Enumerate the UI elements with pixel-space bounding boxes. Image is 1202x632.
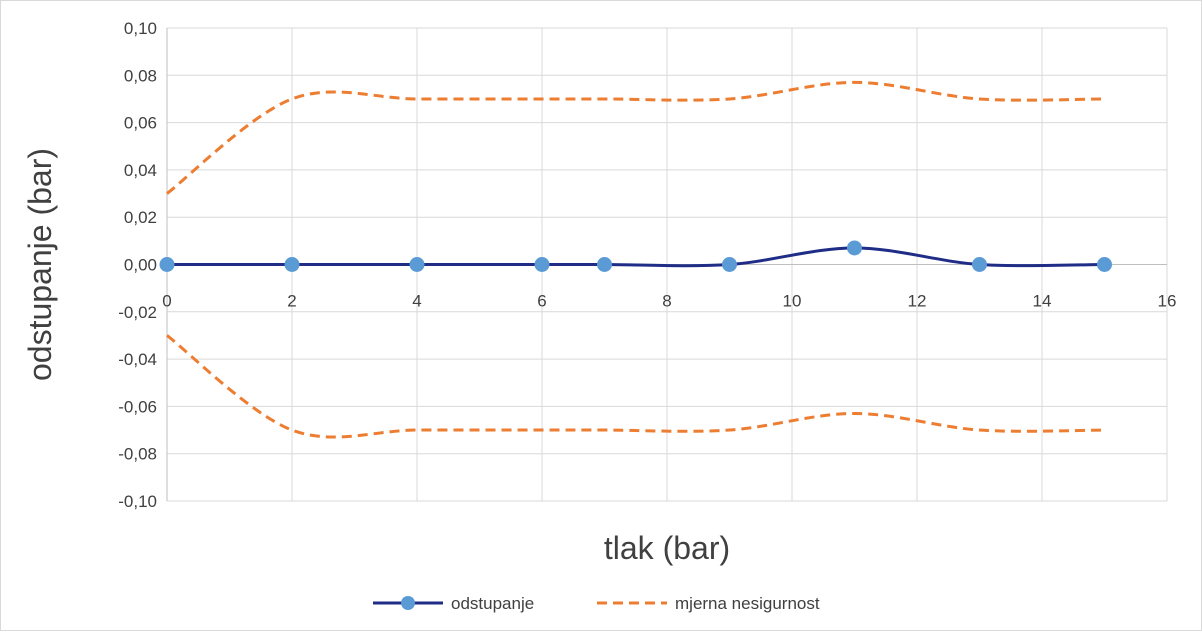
data-point-odstupanje [972, 257, 987, 272]
x-tick-label: 14 [1033, 292, 1052, 311]
x-tick-label: 6 [537, 292, 546, 311]
series-line-mjerna-nesigurnost-1 [166, 80, 1105, 195]
legend-odstupanje-label: odstupanje [451, 594, 534, 613]
x-tick-label: 4 [412, 292, 421, 311]
data-point-odstupanje [409, 257, 425, 272]
y-tick-label: -0,10 [118, 492, 157, 511]
y-tick-label: 0,04 [124, 161, 157, 180]
y-tick-label: 0,10 [124, 19, 157, 38]
data-point-odstupanje [534, 257, 550, 272]
x-tick-label: 2 [287, 292, 296, 311]
x-tick-label: 10 [783, 292, 802, 311]
y-tick-label: 0,06 [124, 114, 157, 133]
y-tick-label: 0,02 [124, 208, 157, 227]
y-axis-title: odstupanje (bar) [22, 148, 58, 381]
y-tick-label: -0,04 [118, 350, 157, 369]
series-line-mjerna-nesigurnost-2 [166, 334, 1105, 439]
x-tick-label: 16 [1158, 292, 1177, 311]
x-tick-label: 12 [908, 292, 927, 311]
x-axis-title: tlak (bar) [604, 530, 730, 566]
y-tick-label: -0,08 [118, 445, 157, 464]
x-tick-label: 0 [162, 292, 171, 311]
tick-labels: 0,10 0,08 0,06 0,04 0,02 0,00 -0,02 -0,04 -0,06 -… [118, 19, 1176, 511]
series-line-odstupanje-0 [167, 246, 1105, 268]
data-point-odstupanje [597, 257, 612, 272]
legend: odstupanje mjerna nesigurnost [373, 594, 820, 613]
series-layer [159, 80, 1112, 439]
x-tick-label: 8 [662, 292, 671, 311]
data-point-odstupanje [847, 240, 862, 256]
y-tick-label: 0,08 [124, 66, 157, 85]
y-tick-label: -0,06 [118, 397, 157, 416]
data-point-odstupanje [159, 257, 175, 272]
data-point-odstupanje [722, 257, 737, 272]
y-tick-label: -0,02 [118, 303, 157, 322]
legend-odstupanje-marker [401, 596, 415, 610]
data-point-odstupanje [284, 257, 300, 272]
legend-mjerna-nesigurnost-label: mjerna nesigurnost [675, 594, 820, 613]
data-point-odstupanje [1097, 257, 1112, 272]
y-tick-label: 0,00 [124, 256, 157, 275]
